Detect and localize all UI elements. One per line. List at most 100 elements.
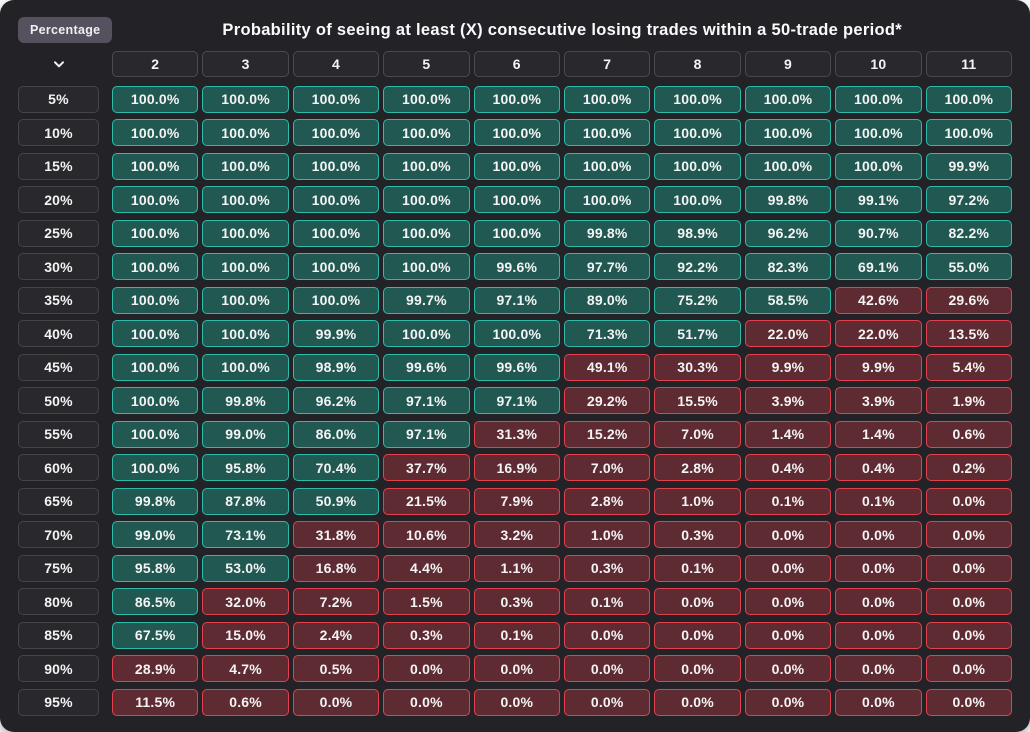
prob-cell: 67.5% — [112, 621, 199, 649]
prob-cell: 50.9% — [292, 487, 380, 515]
row-label: 70% — [18, 521, 99, 548]
prob-cell: 0.1% — [473, 621, 560, 649]
prob-cell: 75.2% — [654, 286, 741, 314]
column-header: 5 — [383, 51, 470, 77]
prob-cell: 100.0% — [292, 152, 380, 180]
prob-cell: 99.8% — [744, 186, 832, 213]
prob-cell: 0.3% — [564, 554, 651, 582]
prob-cell: 100.0% — [564, 186, 651, 213]
row-label: 60% — [18, 454, 99, 481]
prob-cell: 100.0% — [292, 186, 380, 213]
prob-cell: 99.6% — [473, 353, 560, 381]
prob-cell: 0.1% — [744, 487, 832, 515]
prob-cell: 16.9% — [473, 454, 560, 481]
prob-cell: 100.0% — [383, 85, 470, 113]
column-header: 11 — [925, 51, 1012, 77]
prob-cell: 89.0% — [564, 286, 651, 314]
percentage-badge[interactable]: Percentage — [18, 17, 113, 43]
prob-cell: 96.2% — [292, 387, 380, 414]
prob-cell: 0.0% — [383, 655, 470, 682]
prob-cell: 0.0% — [744, 621, 832, 649]
prob-cell: 53.0% — [202, 554, 289, 582]
prob-cell: 100.0% — [473, 219, 560, 247]
prob-cell: 100.0% — [112, 353, 199, 381]
prob-cell: 0.0% — [383, 688, 470, 716]
prob-cell: 7.9% — [473, 487, 560, 515]
prob-cell: 100.0% — [473, 152, 560, 180]
prob-cell: 58.5% — [744, 286, 832, 314]
probability-table: 2 3 4 5 6 7 8 9 10 11 5% 100.0% 100.0% 100.0% 100.0% 10… — [18, 51, 1012, 716]
prob-cell: 0.0% — [292, 688, 380, 716]
prob-cell: 71.3% — [564, 320, 651, 347]
prob-cell: 100.0% — [383, 253, 470, 280]
prob-cell: 100.0% — [564, 85, 651, 113]
prob-cell: 31.3% — [473, 420, 560, 448]
row-label: 50% — [18, 387, 99, 414]
prob-cell: 100.0% — [202, 286, 289, 314]
column-header: 3 — [202, 51, 289, 77]
row-label: 10% — [18, 119, 99, 146]
prob-cell: 100.0% — [473, 186, 560, 213]
prob-cell: 28.9% — [112, 655, 199, 682]
prob-cell: 29.6% — [925, 286, 1012, 314]
column-header: 2 — [112, 51, 199, 77]
prob-cell: 7.2% — [292, 588, 380, 615]
prob-cell: 82.2% — [925, 219, 1012, 247]
prob-cell: 0.6% — [925, 420, 1012, 448]
prob-cell: 99.8% — [564, 219, 651, 247]
row-label: 90% — [18, 655, 99, 682]
prob-cell: 100.0% — [112, 387, 199, 414]
prob-cell: 22.0% — [835, 320, 922, 347]
prob-cell: 100.0% — [654, 186, 741, 213]
prob-cell: 51.7% — [654, 320, 741, 347]
prob-cell: 100.0% — [112, 119, 199, 146]
row-label: 40% — [18, 320, 99, 347]
prob-cell: 100.0% — [292, 85, 380, 113]
prob-cell: 100.0% — [925, 85, 1012, 113]
prob-cell: 100.0% — [383, 186, 470, 213]
column-header: 6 — [473, 51, 560, 77]
prob-cell: 4.4% — [383, 554, 470, 582]
prob-cell: 100.0% — [473, 119, 560, 146]
prob-cell: 100.0% — [383, 119, 470, 146]
prob-cell: 1.0% — [654, 487, 741, 515]
prob-cell: 0.3% — [473, 588, 560, 615]
prob-cell: 100.0% — [654, 85, 741, 113]
row-label: 65% — [18, 487, 99, 515]
column-header: 7 — [564, 51, 651, 77]
prob-cell: 100.0% — [744, 152, 832, 180]
prob-cell: 9.9% — [835, 353, 922, 381]
prob-cell: 31.8% — [292, 521, 380, 548]
prob-cell: 100.0% — [835, 85, 922, 113]
prob-cell: 100.0% — [292, 253, 380, 280]
prob-cell: 0.4% — [835, 454, 922, 481]
prob-cell: 21.5% — [383, 487, 470, 515]
prob-cell: 0.5% — [292, 655, 380, 682]
prob-cell: 99.9% — [292, 320, 380, 347]
row-label: 35% — [18, 286, 99, 314]
prob-cell: 0.0% — [744, 688, 832, 716]
prob-cell: 100.0% — [925, 119, 1012, 146]
prob-cell: 3.2% — [473, 521, 560, 548]
column-header: 4 — [292, 51, 380, 77]
row-label: 75% — [18, 554, 99, 582]
prob-cell: 0.2% — [925, 454, 1012, 481]
prob-cell: 100.0% — [202, 152, 289, 180]
column-sort-chevron[interactable] — [18, 51, 99, 77]
prob-cell: 0.1% — [835, 487, 922, 515]
prob-cell: 99.8% — [112, 487, 199, 515]
prob-cell: 82.3% — [744, 253, 832, 280]
row-label: 85% — [18, 621, 99, 649]
prob-cell: 16.8% — [292, 554, 380, 582]
prob-cell: 3.9% — [744, 387, 832, 414]
prob-cell: 100.0% — [292, 286, 380, 314]
row-label: 5% — [18, 85, 99, 113]
prob-cell: 99.7% — [383, 286, 470, 314]
prob-cell: 15.5% — [654, 387, 741, 414]
prob-cell: 100.0% — [473, 320, 560, 347]
prob-cell: 0.4% — [744, 454, 832, 481]
column-header: 10 — [835, 51, 922, 77]
prob-cell: 15.2% — [564, 420, 651, 448]
prob-cell: 97.1% — [383, 420, 470, 448]
